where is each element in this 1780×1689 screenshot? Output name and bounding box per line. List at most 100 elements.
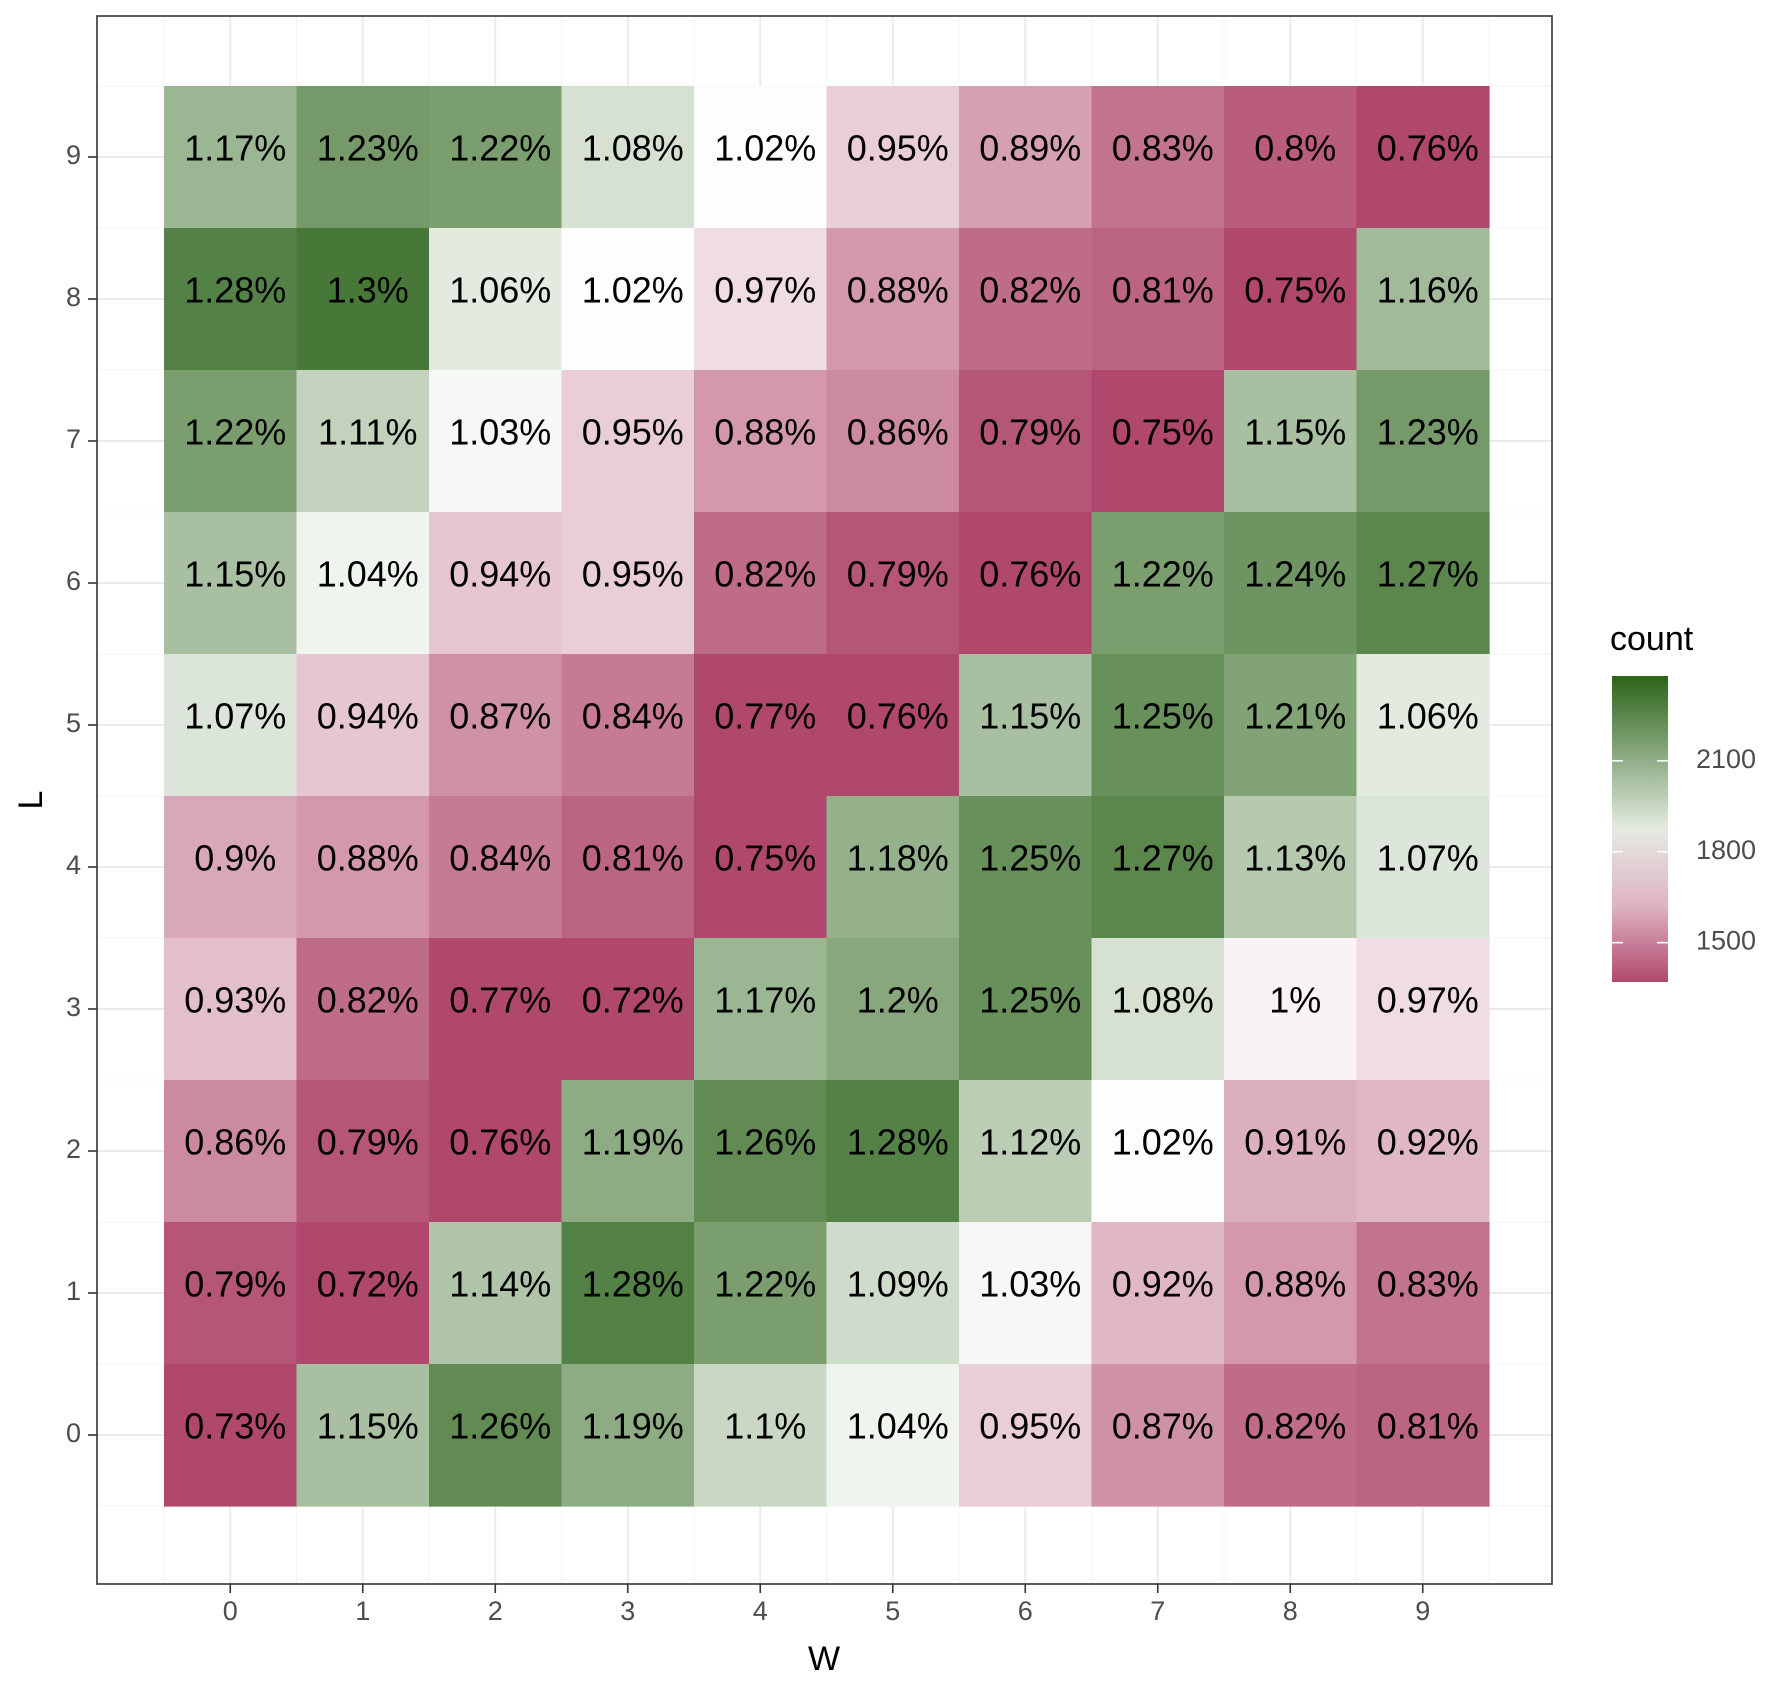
x-tick-label: 9 bbox=[1415, 1596, 1430, 1626]
heatmap-tile bbox=[826, 86, 960, 229]
heatmap-tile bbox=[561, 228, 695, 371]
cell-label: 1.24% bbox=[1244, 554, 1346, 595]
heatmap-tile bbox=[561, 86, 695, 229]
heatmap-tile bbox=[694, 938, 828, 1081]
cell-label: 0.9% bbox=[194, 838, 276, 879]
cell-label: 1.2% bbox=[857, 980, 939, 1021]
cell-label: 1.23% bbox=[317, 128, 419, 169]
cell-label: 1.3% bbox=[327, 270, 409, 311]
x-axis-title: W bbox=[808, 1640, 840, 1678]
heatmap-tile bbox=[694, 1222, 828, 1365]
heatmap-tile bbox=[694, 86, 828, 229]
y-axis-title: L bbox=[12, 791, 50, 810]
heatmap-tile bbox=[164, 86, 298, 229]
cell-label: 1.25% bbox=[1112, 696, 1214, 737]
cell-label: 0.76% bbox=[979, 554, 1081, 595]
heatmap-tile bbox=[1091, 512, 1225, 655]
heatmap-tile bbox=[1356, 1364, 1490, 1507]
color-legend: count 2100 1800 1500 bbox=[1610, 620, 1756, 982]
cell-label: 0.81% bbox=[1112, 270, 1214, 311]
heatmap-tile bbox=[296, 938, 430, 1081]
heatmap-tile bbox=[1356, 796, 1490, 939]
heatmap-tile bbox=[826, 654, 960, 797]
cell-label: 1.19% bbox=[582, 1122, 684, 1163]
heatmap-tile bbox=[1224, 1364, 1358, 1507]
heatmap-tile bbox=[296, 1364, 430, 1507]
heatmap-tile bbox=[164, 1222, 298, 1365]
heatmap-tile bbox=[296, 1080, 430, 1223]
cell-label: 1.1% bbox=[724, 1406, 806, 1447]
heatmap-tile bbox=[1356, 86, 1490, 229]
x-tick-label: 3 bbox=[620, 1596, 635, 1626]
cell-label: 0.94% bbox=[449, 554, 551, 595]
heatmap-tile bbox=[164, 370, 298, 513]
heatmap-tile bbox=[561, 654, 695, 797]
heatmap-tile bbox=[1356, 1080, 1490, 1223]
cell-label: 0.81% bbox=[582, 838, 684, 879]
cell-label: 0.76% bbox=[449, 1122, 551, 1163]
cell-label: 1.16% bbox=[1377, 270, 1479, 311]
cell-labels: 1.17% 1.23% 1.22% 1.08% 1.02% 0.95% 0.89% 0.83%… bbox=[184, 128, 1479, 1447]
heatmap-tile bbox=[296, 228, 430, 371]
cell-label: 0.86% bbox=[847, 412, 949, 453]
cell-label: 0.77% bbox=[449, 980, 551, 1021]
heatmap-tile bbox=[429, 228, 563, 371]
heatmap-tile bbox=[959, 654, 1093, 797]
heatmap-tile bbox=[826, 1222, 960, 1365]
cell-label: 0.75% bbox=[1112, 412, 1214, 453]
heatmap-tile bbox=[1091, 86, 1225, 229]
heatmap-tile bbox=[959, 1222, 1093, 1365]
heatmap-tile bbox=[1356, 228, 1490, 371]
cell-label: 0.84% bbox=[582, 696, 684, 737]
cell-label: 1.28% bbox=[184, 270, 286, 311]
heatmap-tile bbox=[296, 86, 430, 229]
cell-label: 1.17% bbox=[714, 980, 816, 1021]
x-tick-label: 0 bbox=[223, 1596, 238, 1626]
heatmap-tile bbox=[1356, 1222, 1490, 1365]
cell-label: 1.02% bbox=[1112, 1122, 1214, 1163]
cell-label: 0.82% bbox=[1244, 1406, 1346, 1447]
y-tick-label: 4 bbox=[66, 850, 81, 880]
cell-label: 1.19% bbox=[582, 1406, 684, 1447]
heatmap-tile bbox=[826, 1364, 960, 1507]
x-tick-label: 8 bbox=[1283, 1596, 1298, 1626]
heatmap-tile bbox=[429, 796, 563, 939]
cell-label: 1.15% bbox=[184, 554, 286, 595]
cell-label: 1.15% bbox=[979, 696, 1081, 737]
heatmap-tile bbox=[826, 796, 960, 939]
cell-label: 0.81% bbox=[1377, 1406, 1479, 1447]
cell-label: 1.06% bbox=[1377, 696, 1479, 737]
cell-label: 0.79% bbox=[184, 1264, 286, 1305]
heatmap-tile bbox=[694, 1080, 828, 1223]
heatmap-tile bbox=[561, 1364, 695, 1507]
heatmap-tile bbox=[296, 370, 430, 513]
heatmap-tile bbox=[1224, 1080, 1358, 1223]
legend-ticks: 2100 1800 1500 bbox=[1612, 744, 1756, 956]
cell-label: 0.95% bbox=[979, 1406, 1081, 1447]
legend-colorbar bbox=[1612, 676, 1668, 982]
heatmap-tile bbox=[1356, 938, 1490, 1081]
heatmap-tile bbox=[1224, 938, 1358, 1081]
cell-label: 0.83% bbox=[1112, 128, 1214, 169]
cell-label: 0.75% bbox=[714, 838, 816, 879]
cell-label: 1.17% bbox=[184, 128, 286, 169]
cell-label: 0.79% bbox=[847, 554, 949, 595]
heatmap-tile bbox=[296, 796, 430, 939]
heatmap-tile bbox=[826, 370, 960, 513]
heatmap-tile bbox=[561, 370, 695, 513]
cell-label: 1.22% bbox=[1112, 554, 1214, 595]
cell-label: 1.22% bbox=[449, 128, 551, 169]
heatmap-tile bbox=[429, 654, 563, 797]
cell-label: 1.15% bbox=[317, 1406, 419, 1447]
heatmap-tile bbox=[694, 1364, 828, 1507]
cell-label: 0.95% bbox=[582, 412, 684, 453]
heatmap-tile bbox=[1224, 654, 1358, 797]
y-tick-label: 0 bbox=[66, 1418, 81, 1448]
cell-label: 0.84% bbox=[449, 838, 551, 879]
heatmap-tile bbox=[959, 796, 1093, 939]
y-tick-label: 8 bbox=[66, 282, 81, 312]
cell-label: 1.15% bbox=[1244, 412, 1346, 453]
cell-label: 0.86% bbox=[184, 1122, 286, 1163]
heatmap-tile bbox=[561, 1222, 695, 1365]
cell-label: 1.27% bbox=[1112, 838, 1214, 879]
